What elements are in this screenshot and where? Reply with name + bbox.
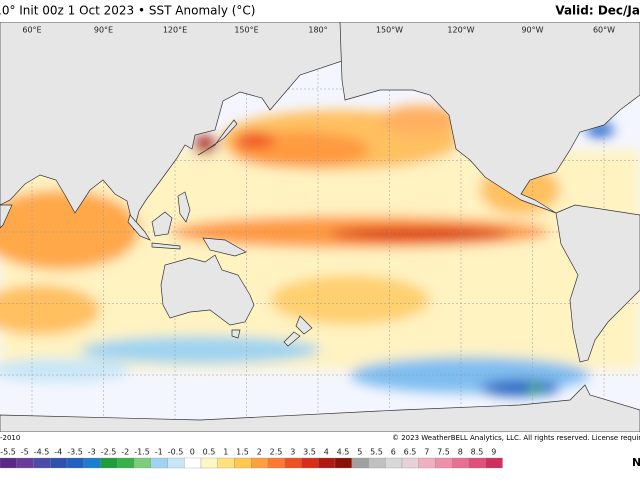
colorbar-label: -4	[54, 448, 62, 457]
colorbar-label: -5.5	[0, 448, 16, 457]
colorbar-label: -1.5	[134, 448, 150, 457]
colorbar-swatch	[234, 457, 252, 469]
colorbar-label: 7	[424, 448, 429, 457]
colorbar-label: 9	[491, 448, 496, 457]
colorbar-swatch	[435, 457, 453, 469]
colorbar-label: 4	[324, 448, 329, 457]
colorbar-label: -5	[21, 448, 29, 457]
graticule	[0, 22, 640, 432]
colorbar-swatch	[83, 457, 101, 469]
colorbar-label: 7.5	[437, 448, 450, 457]
colorbar-swatch	[33, 457, 51, 469]
colorbar: -5.5 -5 -4.5 -4 -3.5 -3 -2.5 -2 -1.5 -1 -0.5 0 0.5 1 1…	[0, 448, 503, 469]
colorbar-label: 2	[257, 448, 262, 457]
colorbar-label: -0.5	[168, 448, 184, 457]
footer-climatology: -2010	[0, 434, 20, 442]
longitude-labels: 60°E 90°E 120°E 150°E 180° 150°W 120°W 90°W 60°W	[22, 26, 615, 35]
longitude-label: 90°E	[94, 26, 113, 35]
colorbar-swatch	[217, 457, 235, 469]
header-title: .0° Init 00z 1 Oct 2023 • SST Anomaly (°…	[0, 4, 255, 18]
longitude-label: 180°	[308, 26, 327, 35]
colorbar-label: -1	[155, 448, 163, 457]
colorbar-label: -4.5	[34, 448, 50, 457]
map	[0, 22, 640, 432]
colorbar-swatch	[385, 457, 403, 469]
colorbar-swatch	[284, 457, 302, 469]
longitude-label: 90°W	[521, 26, 543, 35]
colorbar-label: -3.5	[67, 448, 83, 457]
colorbar-label: 0.5	[203, 448, 216, 457]
colorbar-label: -2	[121, 448, 129, 457]
colorbar-swatch	[452, 457, 470, 469]
longitude-label: 120°W	[447, 26, 474, 35]
colorbar-label: -3	[88, 448, 96, 457]
colorbar-swatch	[468, 457, 486, 469]
colorbar-swatch	[100, 457, 118, 469]
footer-copyright: © 2023 WeatherBELL Analytics, LLC. All r…	[392, 434, 640, 442]
longitude-label: 120°E	[163, 26, 187, 35]
colorbar-swatch	[267, 457, 285, 469]
longitude-label: 60°E	[22, 26, 41, 35]
colorbar-swatch	[133, 457, 151, 469]
colorbar-swatch	[167, 457, 185, 469]
colorbar-label: 6.5	[404, 448, 417, 457]
colorbar-swatch	[184, 457, 202, 469]
colorbar-swatch	[368, 457, 386, 469]
colorbar-swatch	[0, 457, 17, 469]
colorbar-label: -2.5	[101, 448, 117, 457]
colorbar-swatch	[66, 457, 84, 469]
colorbar-swatch	[485, 457, 503, 469]
colorbar-swatch	[318, 457, 336, 469]
header-valid: Valid: Dec/Ja	[555, 4, 640, 18]
colorbar-label: 1.5	[236, 448, 249, 457]
colorbar-swatch	[251, 457, 269, 469]
colorbar-label: 0	[190, 448, 195, 457]
longitude-label: 60°W	[593, 26, 615, 35]
colorbar-label: 5.5	[370, 448, 383, 457]
colorbar-swatch	[301, 457, 319, 469]
colorbar-label: 8	[458, 448, 463, 457]
colorbar-label: 3.5	[303, 448, 316, 457]
colorbar-label: 5	[357, 448, 362, 457]
colorbar-label: 8.5	[471, 448, 484, 457]
logo-letter: N	[632, 456, 640, 469]
colorbar-swatch	[334, 457, 352, 469]
longitude-label: 150°W	[376, 26, 403, 35]
colorbar-label: 6	[391, 448, 396, 457]
colorbar-label: 3	[290, 448, 295, 457]
colorbar-swatch	[418, 457, 436, 469]
colorbar-label: 1	[223, 448, 228, 457]
colorbar-swatch	[16, 457, 34, 469]
colorbar-swatch	[351, 457, 369, 469]
colorbar-swatch	[200, 457, 218, 469]
colorbar-label: 2.5	[270, 448, 283, 457]
colorbar-swatch	[150, 457, 168, 469]
colorbar-swatch	[401, 457, 419, 469]
land	[0, 22, 640, 432]
colorbar-swatch	[117, 457, 135, 469]
colorbar-label: 4.5	[337, 448, 350, 457]
longitude-label: 150°E	[234, 26, 258, 35]
colorbar-swatch	[50, 457, 68, 469]
